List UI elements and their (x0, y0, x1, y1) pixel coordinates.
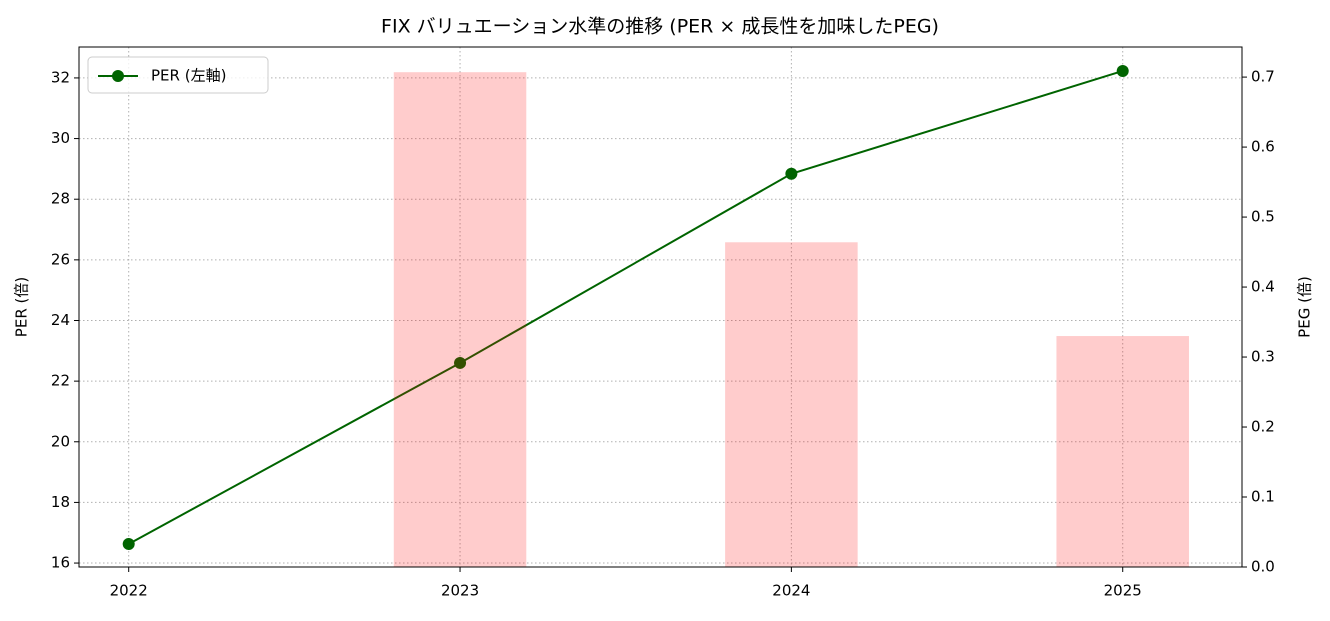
x-tick-label: 2023 (441, 582, 479, 600)
x-tick-label: 2022 (110, 582, 148, 600)
line (128, 69, 1124, 545)
y2-tick-label: 0.1 (1251, 488, 1275, 506)
y2-tick-label: 0.4 (1251, 278, 1275, 296)
bar (393, 72, 527, 567)
y2-tick-label: 0.5 (1251, 208, 1275, 226)
bar (1056, 336, 1189, 567)
legend-label: PER (左軸) (151, 67, 226, 85)
legend-box (87, 56, 269, 94)
point (1116, 64, 1129, 77)
y2-tick-label: 0.0 (1251, 558, 1275, 576)
plot-frame (78, 46, 1243, 568)
y2-tick-label: 0.3 (1251, 348, 1275, 366)
y-axis-label: PER (倍) (13, 277, 31, 337)
y2-tick-label: 0.2 (1251, 418, 1275, 436)
y-tick-label: 28 (51, 190, 70, 208)
bar (725, 242, 858, 567)
y-tick-label: 16 (51, 554, 70, 572)
point (122, 537, 135, 550)
y2-tick-label: 0.6 (1251, 138, 1275, 156)
y2-tick-label: 0.7 (1251, 68, 1275, 86)
y-tick-label: 18 (51, 493, 70, 511)
y2-axis-label: PEG (倍) (1296, 276, 1314, 338)
y-tick-label: 32 (51, 68, 70, 86)
y-tick-label: 22 (51, 372, 70, 390)
legend-marker (112, 70, 124, 82)
y-tick-label: 30 (51, 129, 70, 147)
y-tick-label: 20 (51, 432, 70, 450)
x-tick-label: 2025 (1104, 582, 1142, 600)
x-tick-label: 2024 (772, 582, 810, 600)
chart-title: FIX バリュエーション水準の推移 (PER × 成長性を加味したPEG) (381, 16, 939, 38)
y-tick-label: 26 (51, 250, 70, 268)
point (785, 167, 798, 180)
point (454, 356, 467, 369)
y-tick-label: 24 (51, 311, 70, 329)
